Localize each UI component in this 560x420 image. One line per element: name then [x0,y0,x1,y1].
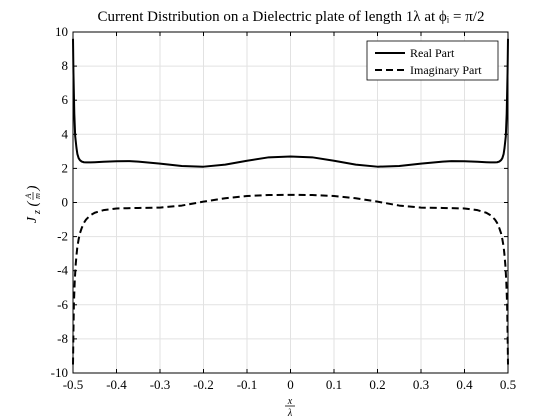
y-axis-label-base: J [25,216,40,223]
y-axis-label-paren-open: ( [25,201,41,207]
y-axis-label-paren-close: ) [25,186,41,192]
x-axis-label-denominator: λ [287,408,293,419]
y-axis-label-den: m [33,193,42,199]
x-tick-label: -0.5 [63,377,84,392]
y-tick-label: -8 [57,331,68,346]
x-axis-label: x λ [285,396,295,419]
x-tick-label: -0.3 [150,377,171,392]
y-tick-label: -10 [51,365,68,380]
y-axis-label-sub: z [32,210,43,215]
x-tick-label: -0.2 [193,377,214,392]
axis-ticks: -0.5 -0.4 -0.3 -0.2 -0.1 0 0.1 0.2 0.3 0.4 0.5 -10 -… [51,24,516,392]
x-tick-label: 0 [287,377,294,392]
series-line-real [72,38,509,168]
y-tick-label: 0 [62,195,69,210]
y-tick-label: 6 [62,92,69,107]
chart-title: Current Distribution on a Dielectric pla… [98,9,485,25]
x-tick-label: -0.1 [237,377,258,392]
legend-label-real: Real Part [410,46,455,60]
series-group [72,38,509,365]
x-tick-label: 0.2 [369,377,385,392]
y-tick-label: -2 [57,229,68,244]
y-axis-label-num: A [24,193,33,199]
legend: Real Part Imaginary Part [366,40,499,81]
y-tick-label: -4 [57,263,68,278]
x-tick-label: 0.1 [326,377,342,392]
legend-box [366,40,499,81]
y-tick-label: 4 [62,126,69,141]
y-axis-label: J z ( A m ) [24,186,43,224]
x-tick-label: -0.4 [106,377,127,392]
series-line-imaginary [72,193,509,365]
y-tick-label: -6 [57,297,68,312]
x-tick-label: 0.3 [413,377,429,392]
y-tick-label: 2 [62,160,69,175]
y-tick-label: 10 [55,24,68,39]
y-tick-label: 8 [62,58,69,73]
legend-label-imaginary: Imaginary Part [410,63,482,77]
x-tick-label: 0.5 [500,377,516,392]
x-axis-label-numerator: x [287,396,293,407]
x-tick-label: 0.4 [456,377,473,392]
